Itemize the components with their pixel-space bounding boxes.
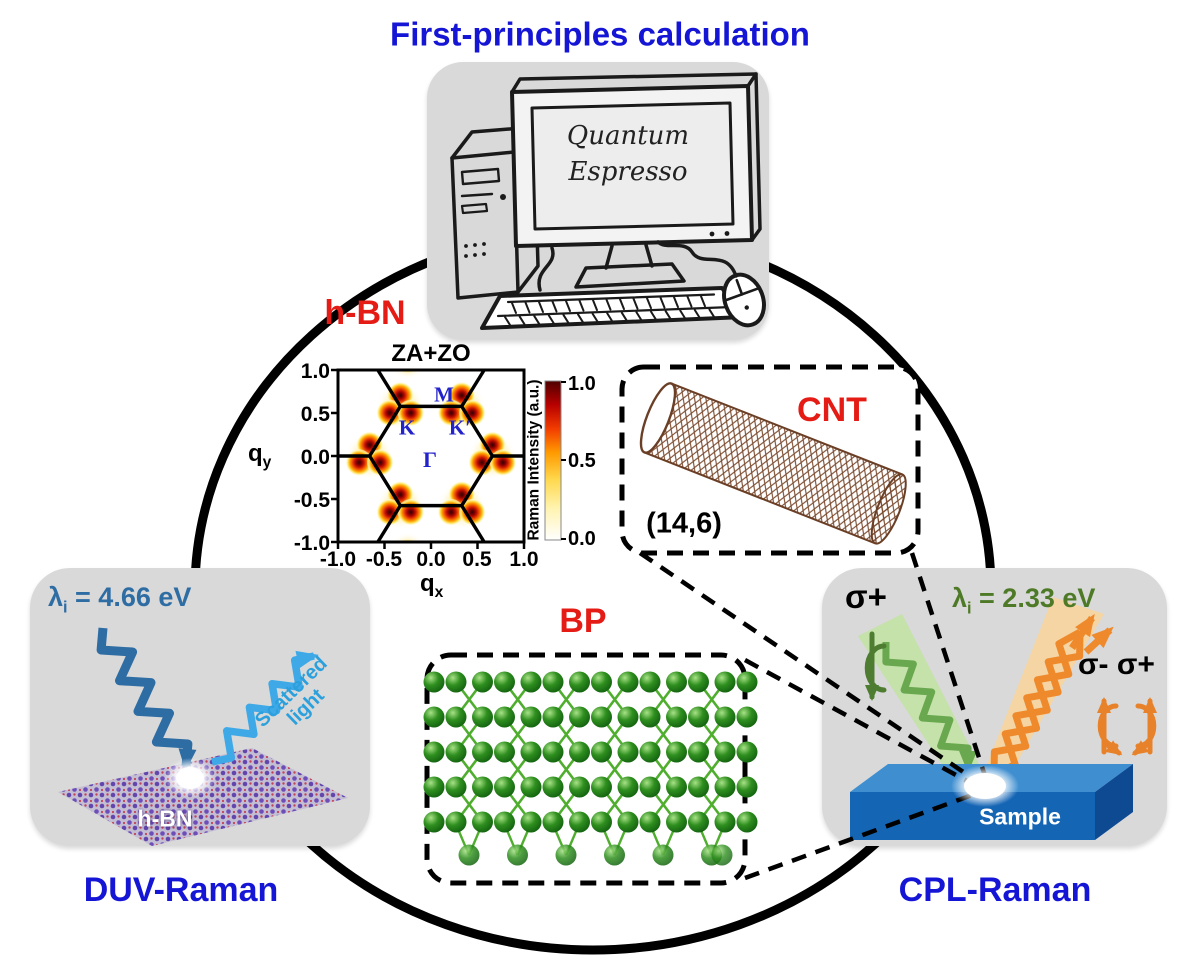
x-tick: 1.0 — [509, 548, 539, 571]
colorbar-tick: 0.0 — [568, 528, 596, 550]
colorbar-ticks — [561, 381, 566, 540]
bz-point-Gamma: Γ — [423, 447, 437, 472]
figure-title: First-principles calculation — [390, 15, 810, 53]
cnt-box — [619, 364, 921, 556]
x-axis-label: qx — [420, 570, 444, 601]
cpl-incident-wave — [882, 641, 978, 773]
x-tick: 0.0 — [416, 548, 446, 571]
x-tick: -0.5 — [365, 548, 403, 571]
sigma-in-label: σ+ — [845, 578, 887, 615]
cpl-caption: CPL-Raman — [898, 871, 1092, 909]
incident-light-wave — [96, 627, 197, 771]
hbn-sheet-label: h-BN — [137, 805, 193, 832]
colorbar-tick: 0.5 — [568, 450, 596, 472]
hbn-heatmap-plot — [331, 368, 566, 549]
cnt-chirality: (14,6) — [646, 507, 722, 540]
x-tick: -1.0 — [319, 548, 357, 571]
duv-lambda-label: λi = 4.66 eV — [48, 582, 192, 617]
sample-label: Sample — [979, 803, 1061, 830]
hbn-label: h-BN — [324, 294, 406, 332]
bp-label: BP — [559, 602, 607, 640]
colorbar-tick: 1.0 — [568, 373, 596, 395]
y-tick: 0.5 — [300, 403, 330, 426]
y-tick: 1.0 — [300, 360, 330, 383]
bz-point-K: K — [398, 415, 416, 440]
cnt-label: CNT — [797, 391, 867, 429]
duv-art — [58, 627, 348, 846]
axis-ticks — [331, 368, 526, 549]
bp-box — [423, 652, 758, 886]
y-tick: 0.0 — [300, 446, 330, 469]
brillouin-zone-lines — [338, 370, 524, 542]
colorbar-label: Raman Intensity (a.u.) — [525, 379, 543, 541]
cpl-lambda-label: λi = 2.33 eV — [952, 583, 1096, 618]
plot-title: ZA+ZO — [391, 340, 471, 367]
bp-lattice — [423, 671, 758, 866]
cnt-nanotube — [639, 382, 907, 545]
x-tick: 0.5 — [462, 548, 492, 571]
sigma-minus-rotation-icon — [1097, 697, 1123, 756]
hbn-sheet — [58, 748, 348, 846]
y-axis-label: qy — [248, 440, 272, 471]
cpl-scattered-wave-1 — [992, 631, 1084, 780]
cpl-art — [850, 597, 1157, 840]
y-tick: -0.5 — [293, 489, 330, 512]
sigma-plus-rotation-icon — [864, 631, 887, 701]
computer-sketch — [450, 72, 766, 330]
zoom-connector-lines — [638, 551, 989, 881]
sigma-plus-rotation-icon-2 — [1131, 697, 1157, 756]
bz-point-Kprime: K′ — [448, 415, 472, 440]
computer-screen-line1: Quantum — [566, 121, 690, 151]
colorbar — [544, 380, 562, 541]
duv-caption: DUV-Raman — [83, 871, 279, 909]
cpl-scattered-wave-2 — [990, 628, 1082, 777]
y-tick: -1.0 — [293, 532, 330, 555]
sigma-out-label: σ- σ+ — [1078, 648, 1155, 681]
keyboard-keys — [504, 295, 716, 326]
bz-point-M: M — [434, 382, 454, 407]
computer-screen-line2: Espresso — [568, 157, 688, 187]
scattered-light-wave — [211, 650, 319, 766]
